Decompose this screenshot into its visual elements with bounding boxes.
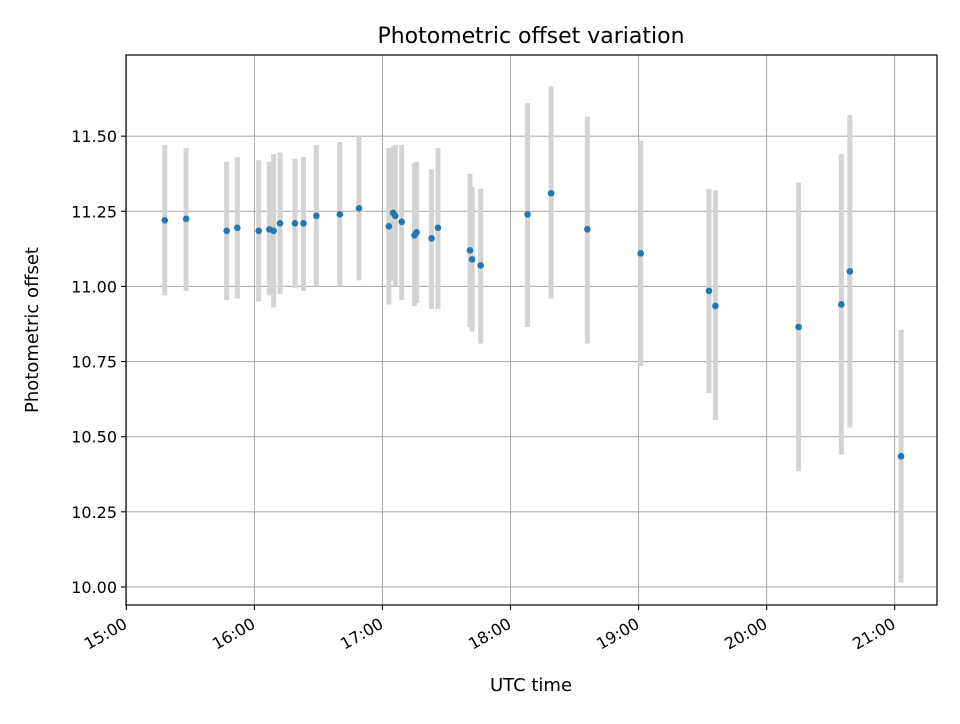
- data-point: [846, 268, 854, 275]
- y-axis-label: Photometric offset: [22, 247, 43, 413]
- data-point: [223, 227, 230, 235]
- data-point: [161, 217, 169, 224]
- data-point: [434, 224, 442, 232]
- data-point: [398, 218, 405, 226]
- data-point: [466, 247, 474, 254]
- data-point: [428, 235, 435, 242]
- y-tick-label: 11.00: [71, 277, 117, 296]
- data-point: [795, 323, 802, 331]
- data-point: [313, 212, 320, 220]
- data-point: [300, 220, 307, 227]
- y-tick-label: 10.50: [71, 428, 117, 447]
- data-point: [270, 227, 277, 235]
- data-point: [336, 210, 344, 218]
- y-tick-label: 10.00: [71, 578, 117, 597]
- chart-title: Photometric offset variation: [377, 24, 684, 49]
- data-point: [276, 220, 284, 227]
- data-point: [477, 262, 484, 269]
- point-layer: [161, 189, 905, 460]
- data-point: [547, 189, 555, 197]
- data-point: [584, 226, 591, 233]
- y-tick-label: 10.75: [71, 353, 117, 372]
- x-axis-label: UTC time: [490, 675, 572, 696]
- y-tick-label: 11.25: [71, 202, 117, 221]
- data-point: [468, 256, 476, 263]
- y-tick-label: 10.25: [71, 503, 117, 522]
- data-point: [712, 302, 719, 310]
- plot-frame: [125, 54, 938, 606]
- data-point: [355, 204, 363, 212]
- data-point: [291, 220, 299, 227]
- data-point: [391, 212, 399, 220]
- data-point: [182, 215, 190, 223]
- data-point: [637, 250, 645, 257]
- data-point: [234, 224, 241, 232]
- data-point: [385, 223, 393, 230]
- y-tick-label: 11.50: [71, 127, 117, 146]
- data-point: [413, 229, 420, 236]
- data-point: [705, 287, 713, 295]
- data-point: [255, 227, 262, 235]
- data-point: [838, 301, 845, 308]
- data-point: [897, 452, 905, 460]
- data-point: [524, 210, 531, 218]
